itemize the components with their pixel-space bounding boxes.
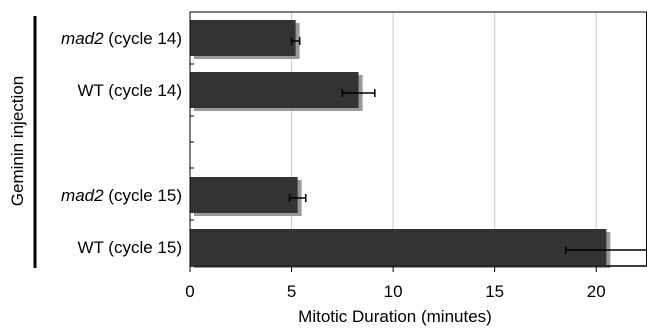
- x-tick-label: 0: [185, 282, 194, 301]
- category-label: mad2 (cycle 14): [61, 29, 182, 48]
- labels: 0 5 10 15 20 mad2 (cycle 14) WT (cycle 14) mad2…: [61, 29, 606, 301]
- bar: [190, 177, 298, 213]
- y-axis-title: Geminin injection: [8, 76, 27, 206]
- category-label: WT (cycle 15): [77, 238, 182, 257]
- category-label: WT (cycle 14): [77, 81, 182, 100]
- x-tick-label: 20: [587, 282, 606, 301]
- x-axis-title: Mitotic Duration (minutes): [298, 307, 492, 326]
- bar: [190, 229, 607, 265]
- category-label: mad2 (cycle 15): [61, 186, 182, 205]
- x-tick-label: 5: [287, 282, 296, 301]
- bar: [190, 20, 296, 56]
- x-tick-label: 15: [485, 282, 504, 301]
- x-tick-label: 10: [384, 282, 403, 301]
- bar: [190, 72, 359, 108]
- grid-lines: [291, 12, 597, 266]
- bars: [190, 20, 646, 268]
